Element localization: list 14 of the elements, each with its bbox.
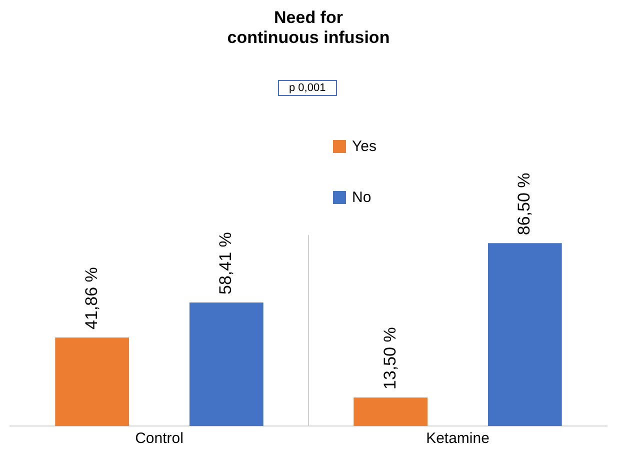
data-label: 58,41 % — [216, 232, 236, 295]
bar — [55, 337, 130, 426]
text: p 0,001 — [278, 80, 337, 96]
data-label: 86,50 % — [514, 172, 534, 236]
x-tick-label: Ketamine — [426, 430, 490, 448]
legend-label: Yes — [352, 138, 376, 155]
legend-label: No — [352, 189, 372, 206]
data-label: 13,50 % — [380, 327, 400, 390]
bar — [488, 243, 562, 426]
data-label: 41,86 % — [82, 267, 101, 330]
bar — [189, 302, 264, 426]
x-tick-label: Control — [135, 430, 184, 448]
chart-title: Need for continuous infusion — [226, 8, 391, 48]
bar — [354, 397, 428, 426]
